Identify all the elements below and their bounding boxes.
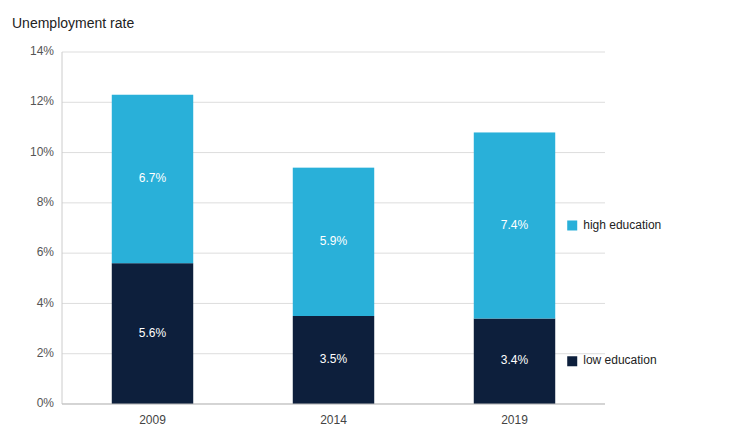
y-tick-label: 10% [30,145,54,159]
y-tick-label: 14% [30,44,54,58]
bar-segment [474,319,555,404]
bar-segment [293,168,374,316]
grid-line [62,404,605,405]
y-tick-label: 12% [30,94,54,108]
bar-segment [112,263,193,404]
y-tick-label: 6% [37,245,55,259]
bar-segment [293,316,374,404]
x-axis-line [62,404,605,405]
bar-segment [474,132,555,318]
bars [112,95,555,404]
legend-swatch [567,356,577,366]
data-label: 3.5% [320,352,348,366]
data-label: 7.4% [501,218,529,232]
legend-entry: low education [583,353,656,367]
grid [62,52,605,404]
legend-swatch [567,220,577,230]
y-axis-line [62,52,63,404]
y-tick-label: 0% [37,396,55,410]
legend-entry: high education [583,218,661,232]
data-labels: 5.6% 3.5% 3.4% 6.7% 5.9% 7.4% [139,171,529,367]
y-tick-label: 4% [37,296,55,310]
y-tick-label: 2% [37,346,55,360]
chart: 0% 2% 4% 6% 8% 10% 12% 14% 5.6% 3.5% 3.4% 6.7% 5.9% 7… [0,0,755,444]
x-tick-label: 2014 [320,413,347,427]
grid-line [62,52,605,53]
data-label: 5.6% [139,326,167,340]
legend: low education high education [567,218,661,368]
y-axis-label: Unemployment rate [12,15,134,31]
bar-segment [112,95,193,263]
y-tick-label: 8% [37,195,55,209]
data-label: 3.4% [501,353,529,367]
x-tick-label: 2009 [139,413,166,427]
data-label: 5.9% [320,234,348,248]
x-tick-label: 2019 [501,413,528,427]
data-label: 6.7% [139,171,167,185]
